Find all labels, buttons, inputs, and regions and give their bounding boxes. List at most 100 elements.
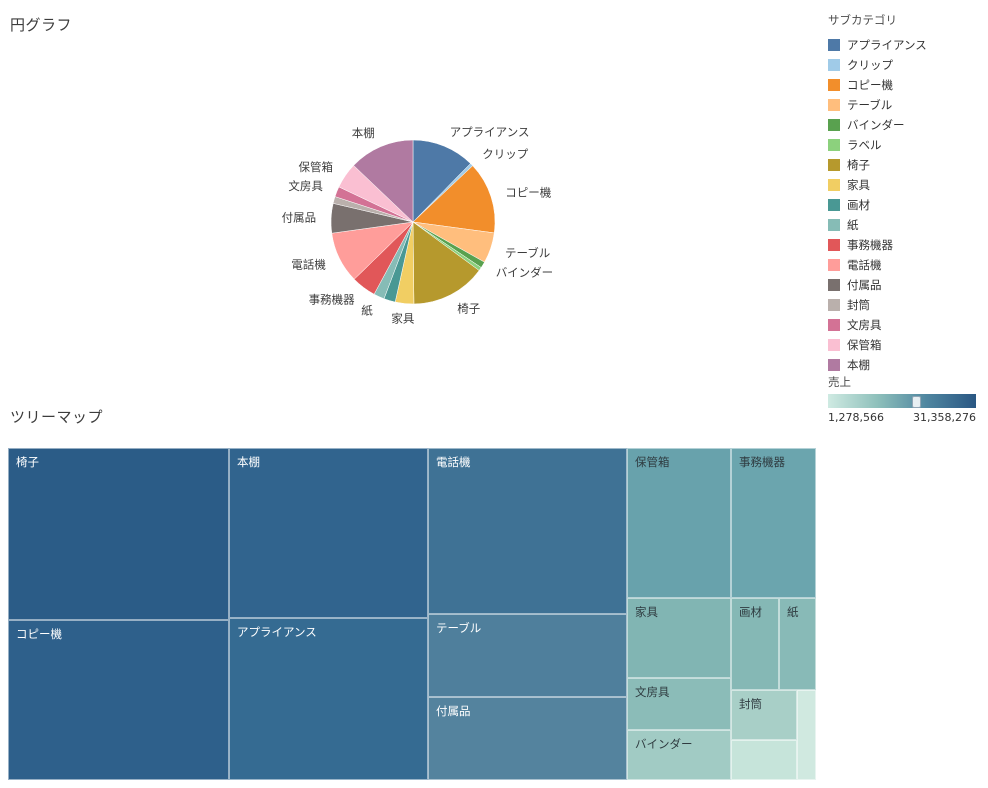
pie-label-文房具: 文房具 [288, 179, 323, 193]
legend-swatch [828, 79, 840, 91]
legend-item-10[interactable]: 事務機器 [828, 235, 980, 255]
gradient-min-label: 1,278,566 [828, 411, 884, 424]
pie-slice-椅子[interactable] [412, 221, 480, 305]
treemap-cell-ラベル[interactable] [731, 740, 797, 780]
treemap-cell-label: 封筒 [739, 697, 762, 711]
legend-label: 画材 [847, 198, 870, 212]
treemap-cell-画材[interactable]: 画材 [731, 598, 779, 690]
legend-label: バインダー [847, 118, 905, 132]
treemap-cell-椅子[interactable]: 椅子 [8, 448, 229, 620]
pie-label-テーブル: テーブル [505, 246, 550, 260]
legend-swatch [828, 239, 840, 251]
legend-label: ラベル [847, 138, 882, 152]
pie-label-保管箱: 保管箱 [299, 160, 334, 174]
treemap-cell-label: 家具 [635, 605, 658, 619]
legend-swatch [828, 139, 840, 151]
treemap-cell-紙[interactable]: 紙 [779, 598, 816, 690]
legend-item-5[interactable]: ラベル [828, 135, 980, 155]
sales-gradient-bar[interactable] [828, 394, 976, 408]
legend-label: 家具 [847, 178, 870, 192]
pie-label-電話機: 電話機 [291, 258, 326, 272]
legend-item-0[interactable]: アプライアンス [828, 35, 980, 55]
legend-label: 文房具 [847, 318, 882, 332]
pie-label-アプライアンス: アプライアンス [450, 125, 530, 139]
pie-slice-アプライアンス[interactable] [412, 139, 471, 223]
treemap-chart: 椅子コピー機 本棚アプライアンス 電話機テーブル付属品 保管箱 事務機器家具 画材 紙文房具… [8, 448, 816, 780]
legend-item-13[interactable]: 封筒 [828, 295, 980, 315]
treemap-cell-label: 画材 [739, 605, 762, 619]
legend-item-2[interactable]: コピー機 [828, 75, 980, 95]
treemap-cell-バインダー[interactable]: バインダー [627, 730, 731, 780]
legend-label: 保管箱 [847, 338, 882, 352]
legend-swatch [828, 279, 840, 291]
legend-label: 紙 [847, 218, 859, 232]
treemap-cell-文房具[interactable]: 文房具 [627, 678, 731, 730]
treemap-cell-保管箱[interactable]: 保管箱 [627, 448, 731, 598]
legend-item-7[interactable]: 家具 [828, 175, 980, 195]
treemap-cell-label: コピー機 [16, 627, 62, 641]
legend-swatch [828, 359, 840, 371]
treemap-cell-アプライアンス[interactable]: アプライアンス [229, 618, 428, 780]
treemap-cell-label: 電話機 [436, 455, 471, 469]
treemap-cell-label: 事務機器 [739, 455, 785, 469]
legend-item-9[interactable]: 紙 [828, 215, 980, 235]
pie-label-本棚: 本棚 [352, 126, 375, 140]
pie-slice-コピー機[interactable] [412, 165, 496, 234]
legend-label: 封筒 [847, 298, 870, 312]
treemap-cell-家具[interactable]: 家具 [627, 598, 731, 678]
legend-label: 付属品 [847, 278, 882, 292]
legend-swatch [828, 39, 840, 51]
legend-item-8[interactable]: 画材 [828, 195, 980, 215]
pie-label-バインダー: バインダー [496, 266, 554, 280]
treemap-cell-付属品[interactable]: 付属品 [428, 697, 627, 780]
treemap-cell-label: テーブル [436, 621, 482, 635]
legend-swatch [828, 199, 840, 211]
treemap-cell-label: アプライアンス [237, 625, 317, 639]
legend-item-15[interactable]: 保管箱 [828, 335, 980, 355]
gradient-tick-marker[interactable] [912, 396, 922, 408]
subcategory-legend: サブカテゴリ アプライアンスクリップコピー機テーブルバインダーラベル椅子家具画材… [828, 12, 980, 375]
legend-item-12[interactable]: 付属品 [828, 275, 980, 295]
legend-label: コピー機 [847, 78, 893, 92]
pie-label-付属品: 付属品 [282, 211, 317, 225]
legend-item-1[interactable]: クリップ [828, 55, 980, 75]
legend-title: サブカテゴリ [828, 13, 897, 27]
pie-label-家具: 家具 [391, 312, 414, 326]
legend-item-6[interactable]: 椅子 [828, 155, 980, 175]
legend-label: アプライアンス [847, 38, 927, 52]
legend-item-14[interactable]: 文房具 [828, 315, 980, 335]
treemap-cell-label: 文房具 [635, 685, 670, 699]
treemap-cell-本棚[interactable]: 本棚 [229, 448, 428, 618]
treemap-cell-クリップ[interactable] [797, 690, 816, 780]
legend-swatch [828, 159, 840, 171]
legend-item-3[interactable]: テーブル [828, 95, 980, 115]
pie-label-紙: 紙 [361, 303, 373, 317]
pie-label-コピー機: コピー機 [505, 185, 551, 199]
treemap-cell-封筒[interactable]: 封筒 [731, 690, 797, 740]
treemap-cell-コピー機[interactable]: コピー機 [8, 620, 229, 780]
gradient-legend-title: 売上 [828, 375, 851, 389]
legend-label: テーブル [847, 98, 893, 112]
treemap-cell-電話機[interactable]: 電話機 [428, 448, 627, 614]
pie-section-title: 円グラフ [10, 16, 73, 34]
sales-gradient-legend: 売上 1,278,566 31,358,276 [828, 374, 976, 424]
legend-swatch [828, 59, 840, 71]
treemap-cell-事務機器[interactable]: 事務機器 [731, 448, 816, 598]
treemap-cell-テーブル[interactable]: テーブル [428, 614, 627, 697]
pie-slice-本棚[interactable] [353, 139, 414, 223]
legend-label: 本棚 [847, 358, 870, 372]
treemap-cell-label: バインダー [635, 737, 693, 751]
treemap-cell-label: 紙 [787, 605, 799, 619]
pie-label-クリップ: クリップ [482, 147, 528, 161]
gradient-max-label: 31,358,276 [913, 411, 976, 424]
legend-item-4[interactable]: バインダー [828, 115, 980, 135]
treemap-cell-label: 付属品 [436, 704, 471, 718]
pie-label-椅子: 椅子 [457, 301, 480, 315]
treemap-cell-label: 椅子 [16, 455, 39, 469]
legend-swatch [828, 99, 840, 111]
legend-swatch [828, 219, 840, 231]
legend-item-16[interactable]: 本棚 [828, 355, 980, 375]
legend-item-11[interactable]: 電話機 [828, 255, 980, 275]
legend-label: 椅子 [847, 158, 870, 172]
